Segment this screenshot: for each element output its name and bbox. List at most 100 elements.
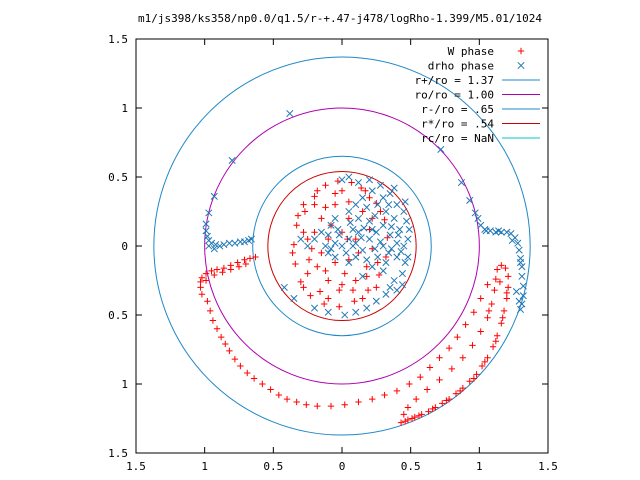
drho-phase-point bbox=[363, 256, 371, 264]
w-phase-point bbox=[401, 418, 409, 425]
w-phase-point bbox=[211, 271, 218, 279]
w-phase-point bbox=[213, 325, 221, 332]
w-phase-point bbox=[307, 292, 314, 299]
drho-phase-point bbox=[354, 178, 363, 187]
w-phase-point bbox=[322, 182, 329, 189]
w-phase-point bbox=[250, 375, 258, 382]
w-phase-point bbox=[197, 284, 204, 291]
w-phase-point bbox=[459, 354, 467, 361]
w-phase-point bbox=[202, 270, 210, 277]
w-phase-point bbox=[246, 255, 254, 262]
drho-phase-point bbox=[376, 238, 385, 246]
drho-phase-point bbox=[205, 209, 213, 217]
w-phase-point bbox=[325, 295, 332, 302]
drho-phase-point bbox=[363, 203, 371, 211]
drho-phase-point bbox=[376, 181, 385, 189]
x-tick-label: 0 bbox=[339, 460, 346, 473]
x-tick-label: 1 bbox=[476, 460, 483, 473]
drho-phase-point bbox=[331, 214, 339, 222]
drho-phase-point bbox=[386, 283, 394, 291]
w-phase-point bbox=[478, 362, 486, 370]
drho-phase-point bbox=[516, 259, 525, 267]
w-phase-point bbox=[477, 295, 484, 302]
w-phase-point bbox=[322, 267, 329, 275]
y-tick-label: 1 bbox=[121, 378, 128, 391]
w-phase-point bbox=[316, 288, 324, 295]
data-points bbox=[197, 109, 527, 426]
w-phase-point bbox=[300, 284, 307, 291]
w-phase-point bbox=[369, 395, 376, 403]
drho-phase-point bbox=[341, 311, 349, 319]
drho-phase-point bbox=[205, 242, 213, 250]
legend-label: W phase bbox=[448, 45, 494, 58]
drho-phase-point bbox=[297, 235, 305, 243]
w-phase-point bbox=[303, 401, 310, 408]
w-phase-point bbox=[293, 398, 300, 406]
y-tick-label: 0 bbox=[121, 240, 128, 253]
reference-circle bbox=[267, 170, 417, 322]
drho-phase-point bbox=[203, 232, 211, 240]
drho-phase-point bbox=[327, 221, 335, 229]
drho-phase-point bbox=[310, 235, 319, 243]
drho-phase-point bbox=[405, 225, 413, 233]
w-phase-point bbox=[311, 229, 318, 236]
w-phase-point bbox=[500, 307, 508, 315]
legend-label: rc/ro = NaN bbox=[421, 132, 494, 145]
w-phase-point bbox=[498, 262, 505, 269]
w-phase-point bbox=[408, 415, 416, 422]
w-phase-point bbox=[488, 300, 495, 308]
drho-phase-point bbox=[360, 224, 368, 232]
drho-phase-point bbox=[286, 109, 294, 118]
w-phase-point bbox=[206, 307, 214, 315]
drho-phase-point bbox=[495, 227, 503, 235]
w-phase-point bbox=[363, 263, 370, 270]
drho-phase-point bbox=[357, 234, 365, 242]
w-phase-point bbox=[362, 187, 369, 194]
w-phase-point bbox=[411, 413, 418, 421]
drho-phase-point bbox=[515, 246, 523, 254]
drho-phase-point bbox=[404, 253, 412, 261]
w-phase-point bbox=[445, 395, 453, 403]
w-phase-point bbox=[415, 412, 423, 419]
w-phase-point bbox=[498, 320, 505, 327]
legend-label: ro/ro = 1.00 bbox=[415, 89, 494, 102]
reference-circle bbox=[204, 107, 480, 385]
w-phase-point bbox=[436, 354, 443, 361]
drho-phase-point bbox=[346, 218, 354, 227]
drho-phase-point bbox=[352, 201, 360, 209]
w-phase-point bbox=[481, 358, 489, 366]
drho-phase-point bbox=[390, 276, 398, 285]
drho-phase-point bbox=[393, 286, 401, 294]
drho-phase-point bbox=[508, 236, 516, 245]
drho-phase-point bbox=[385, 249, 393, 257]
w-phase-point bbox=[404, 404, 412, 411]
drho-phase-point bbox=[400, 207, 408, 216]
drho-phase-point bbox=[515, 297, 523, 305]
w-phase-point bbox=[341, 401, 348, 408]
w-phase-point bbox=[297, 278, 304, 286]
drho-phase-point bbox=[228, 156, 236, 164]
drho-phase-point bbox=[240, 238, 249, 246]
w-phase-point bbox=[504, 284, 512, 291]
drho-phase-point bbox=[382, 259, 390, 267]
w-phase-point bbox=[222, 340, 229, 348]
drho-phase-point bbox=[342, 249, 350, 257]
w-phase-point bbox=[344, 235, 351, 243]
x-tick-label: 0.5 bbox=[401, 460, 421, 473]
w-phase-point bbox=[364, 286, 372, 294]
legend-x-marker bbox=[517, 61, 525, 70]
reference-circles bbox=[153, 56, 531, 436]
w-phase-point bbox=[496, 278, 504, 286]
w-phase-point bbox=[293, 222, 300, 229]
w-phase-point bbox=[489, 343, 497, 350]
drho-phase-point bbox=[368, 263, 376, 271]
w-phase-point bbox=[336, 303, 343, 310]
w-phase-point bbox=[359, 208, 366, 215]
drho-phase-point bbox=[324, 308, 332, 316]
w-phase-point bbox=[219, 269, 226, 276]
w-phase-point bbox=[327, 402, 335, 410]
w-phase-point bbox=[227, 266, 234, 273]
w-phase-point bbox=[259, 380, 266, 388]
w-phase-point bbox=[459, 384, 467, 392]
